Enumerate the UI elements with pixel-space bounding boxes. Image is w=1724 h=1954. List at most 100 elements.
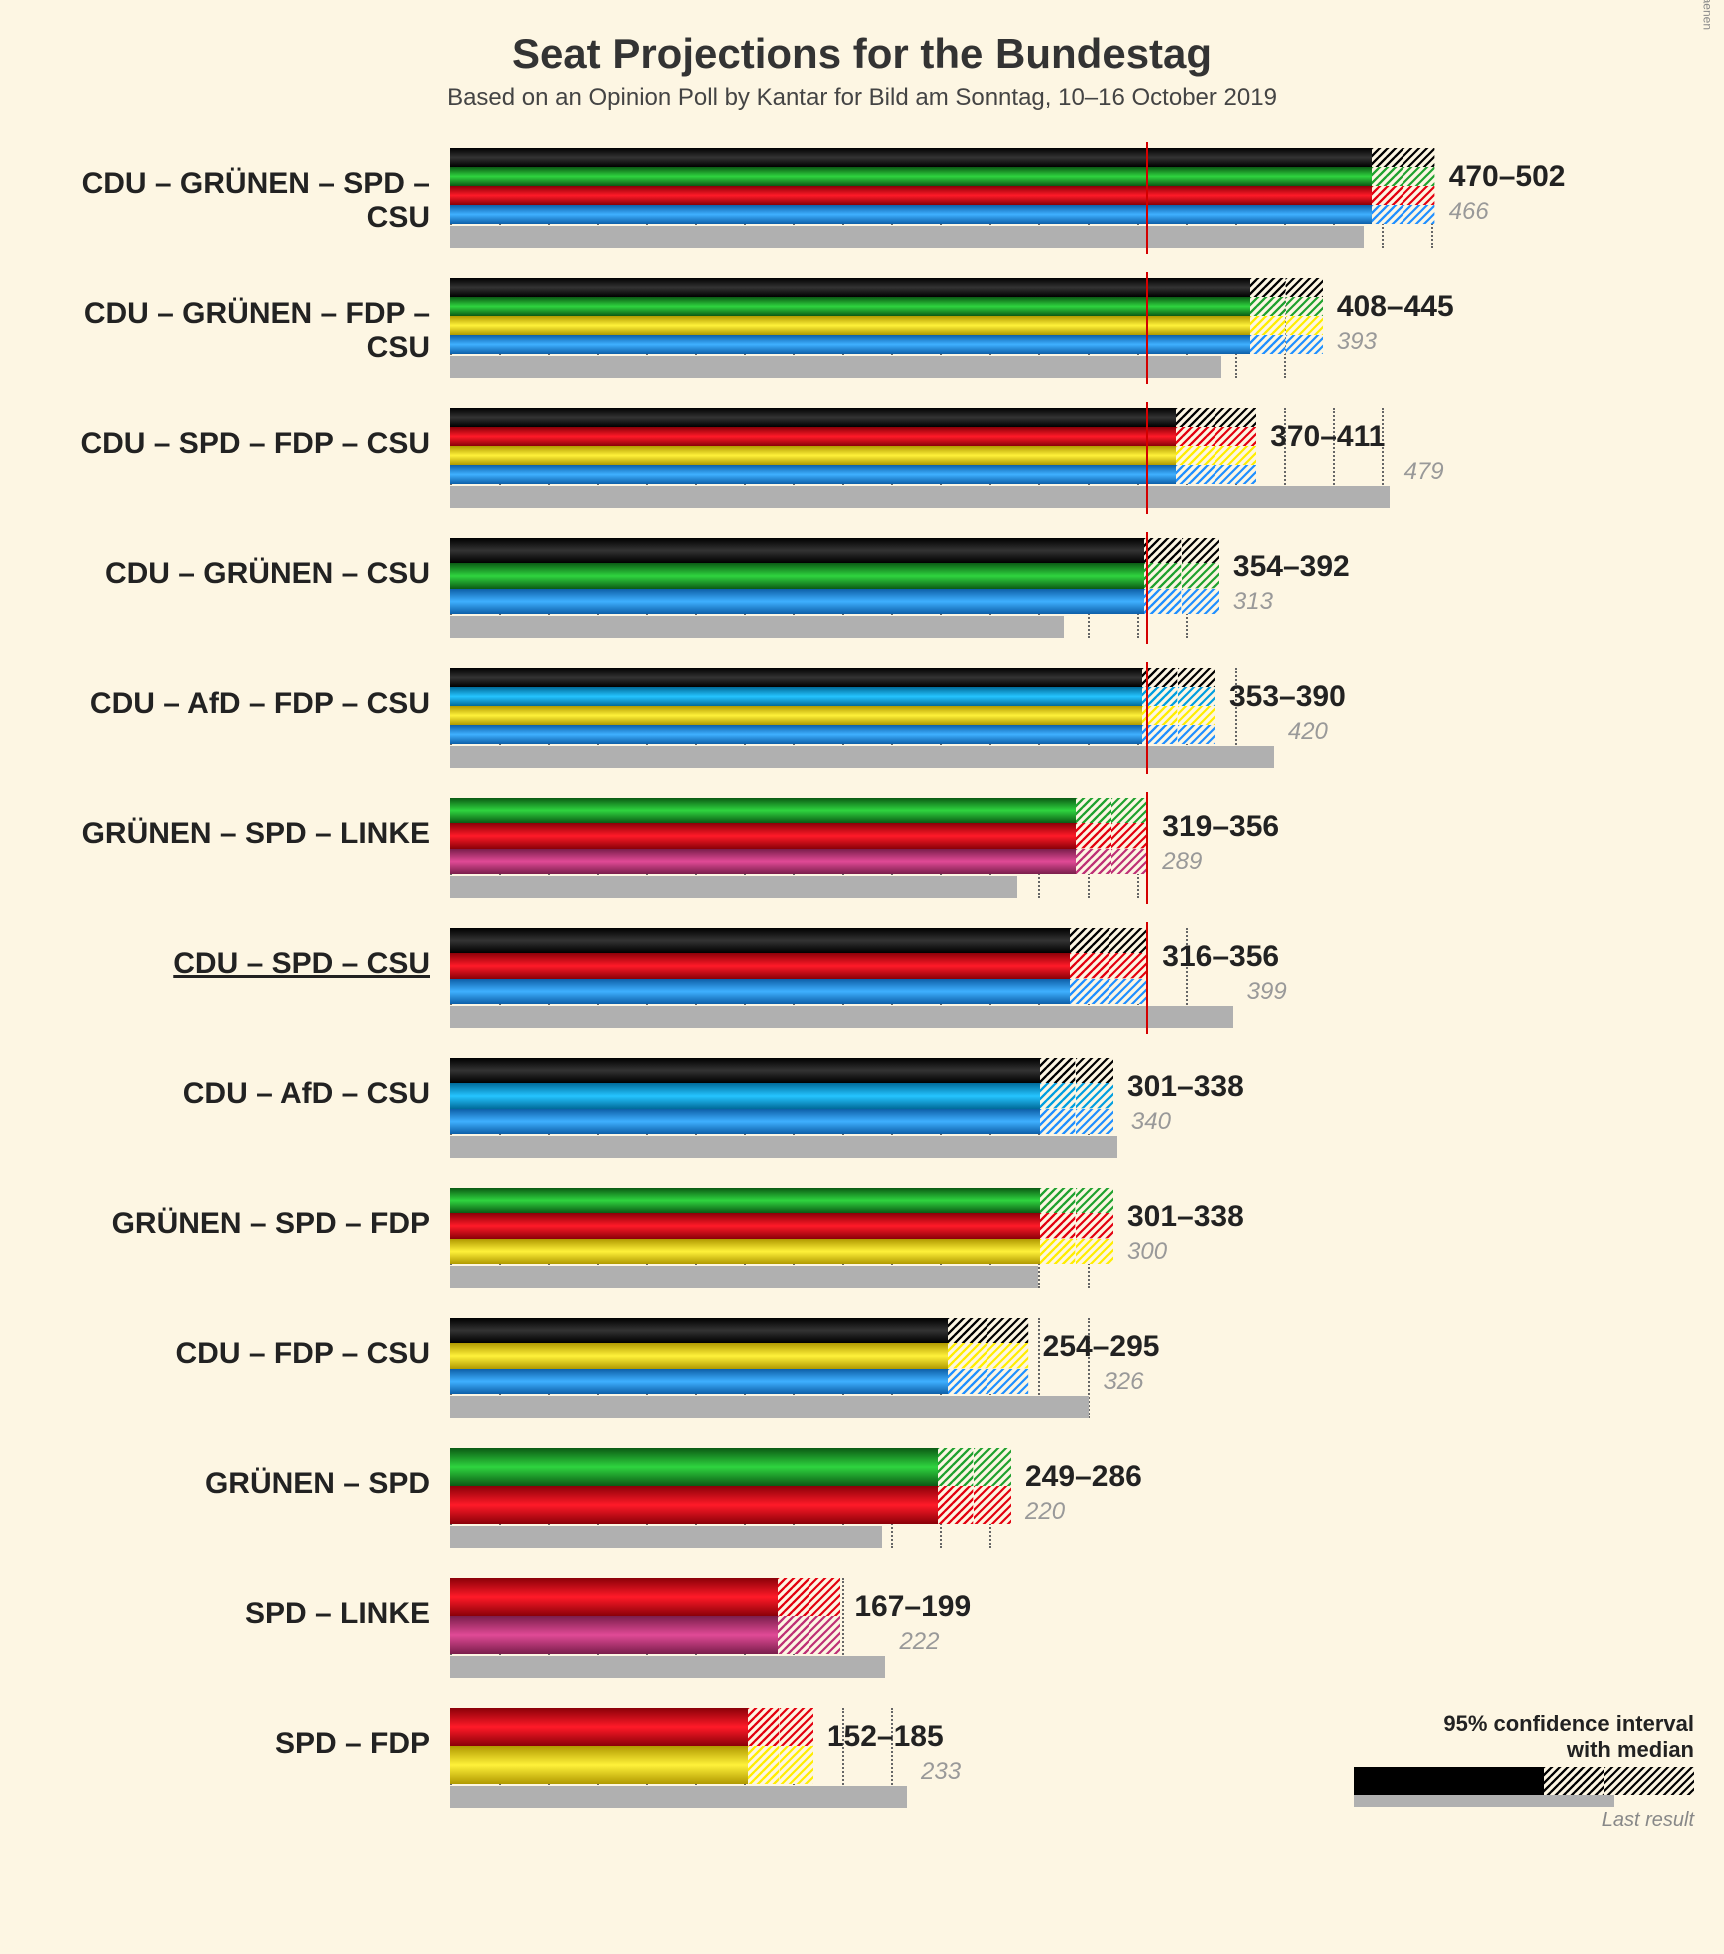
range-value: 319–356 — [1162, 810, 1279, 844]
majority-line — [1146, 792, 1148, 904]
last-result-value: 289 — [1162, 848, 1202, 876]
range-value: 301–338 — [1127, 1070, 1244, 1104]
bars-zone: 249–286220 — [450, 1442, 1470, 1572]
party-stripe-solid — [450, 446, 1176, 465]
bars-zone: 354–392 313 — [450, 532, 1470, 662]
majority-line — [1146, 272, 1148, 384]
last-result-bar — [450, 1266, 1038, 1288]
bars-zone: 353–390 420 — [450, 662, 1470, 792]
party-stripe-solid — [450, 563, 1144, 588]
coalition-row: CDU – GRÜNEN – CSU 354–3923 — [20, 532, 1704, 662]
bars-zone: 316–356 399 — [450, 922, 1470, 1052]
coalition-row: CDU – AfD – FDP – CSU — [20, 662, 1704, 792]
coalition-label: CDU – AfD – FDP – CSU — [20, 662, 450, 721]
range-value: 408–445 — [1337, 290, 1454, 324]
last-result-value: 393 — [1337, 328, 1377, 356]
range-value: 152–185 — [827, 1720, 944, 1754]
party-stripe-solid — [450, 849, 1076, 874]
party-stripe-solid — [450, 538, 1144, 563]
last-result-bar — [450, 356, 1221, 378]
majority-line — [1146, 142, 1148, 254]
party-stripe-solid — [450, 427, 1176, 446]
last-result-value: 340 — [1131, 1108, 1171, 1136]
party-stripe-solid — [450, 1486, 938, 1524]
bars-zone: 152–185 233 — [450, 1702, 1470, 1832]
party-stripe-solid — [450, 1188, 1040, 1213]
party-stripe-solid — [450, 979, 1070, 1004]
copyright-text: © 2021 Filip van Laenen — [1700, 0, 1714, 30]
party-stripe-solid — [450, 278, 1250, 297]
party-stripe-solid — [450, 1578, 778, 1616]
coalition-label: CDU – GRÜNEN – SPD – CSU — [20, 142, 450, 235]
bars-zone: 470–502466 — [450, 142, 1470, 272]
party-stripe-solid — [450, 1109, 1040, 1134]
party-stripe-solid — [450, 928, 1070, 953]
seat-projection-chart: CDU – GRÜNEN – SPD – CSU — [20, 142, 1704, 1832]
party-stripe-solid — [450, 1058, 1040, 1083]
majority-line — [1146, 662, 1148, 774]
bars-zone: 254–295 326 — [450, 1312, 1470, 1442]
coalition-row: CDU – SPD – FDP – CSU — [20, 402, 1704, 532]
party-stripe-solid — [450, 316, 1250, 335]
last-result-value: 326 — [1103, 1368, 1143, 1396]
coalition-row: GRÜNEN – SPD – FDP 301–3383 — [20, 1182, 1704, 1312]
last-result-bar — [450, 486, 1390, 508]
party-stripe-solid — [450, 1083, 1040, 1108]
last-result-bar — [450, 1526, 882, 1548]
last-result-value: 222 — [899, 1628, 939, 1656]
party-stripe-solid — [450, 1239, 1040, 1264]
last-result-bar — [450, 1136, 1117, 1158]
party-stripe-solid — [450, 668, 1142, 687]
range-value: 354–392 — [1233, 550, 1350, 584]
party-stripe-solid — [450, 186, 1372, 205]
coalition-row: SPD – LINKE 167–199222 — [20, 1572, 1704, 1702]
party-stripe-solid — [450, 1213, 1040, 1238]
coalition-label: GRÜNEN – SPD — [20, 1442, 450, 1501]
range-value: 316–356 — [1162, 940, 1279, 974]
coalition-label: GRÜNEN – SPD – FDP — [20, 1182, 450, 1241]
party-stripe-solid — [450, 823, 1076, 848]
majority-line — [1146, 402, 1148, 514]
legend-bar — [1354, 1767, 1694, 1807]
legend-last-label: Last result — [1354, 1809, 1694, 1832]
bars-zone: 370–411 479 — [450, 402, 1470, 532]
party-stripe-solid — [450, 1448, 938, 1486]
last-result-value: 399 — [1247, 978, 1287, 1006]
last-result-bar — [450, 1656, 885, 1678]
range-value: 370–411 — [1270, 420, 1385, 454]
range-value: 249–286 — [1025, 1460, 1142, 1494]
coalition-row: CDU – FDP – CSU 254–295 326 — [20, 1312, 1704, 1442]
last-result-value: 313 — [1233, 588, 1273, 616]
party-stripe-solid — [450, 953, 1070, 978]
last-result-value: 479 — [1404, 458, 1444, 486]
majority-line — [1146, 922, 1148, 1034]
range-value: 353–390 — [1229, 680, 1346, 714]
party-stripe-solid — [450, 408, 1176, 427]
party-stripe-solid — [450, 1708, 748, 1746]
coalition-label: CDU – FDP – CSU — [20, 1312, 450, 1371]
last-result-value: 420 — [1288, 718, 1328, 746]
coalition-row: CDU – SPD – CSU 316–356399 — [20, 922, 1704, 1052]
coalition-row: CDU – GRÜNEN – SPD – CSU — [20, 142, 1704, 272]
party-stripe-solid — [450, 798, 1076, 823]
chart-subtitle: Based on an Opinion Poll by Kantar for B… — [20, 84, 1704, 112]
last-result-bar — [450, 226, 1364, 248]
last-result-value: 300 — [1127, 1238, 1167, 1266]
legend-ci-label-1: 95% confidence interval — [1354, 1711, 1694, 1737]
last-result-bar — [450, 1396, 1089, 1418]
legend: 95% confidence interval with median Last… — [1354, 1711, 1694, 1832]
range-value: 167–199 — [854, 1590, 971, 1624]
party-stripe-solid — [450, 335, 1250, 354]
party-stripe-solid — [450, 465, 1176, 484]
chart-title: Seat Projections for the Bundestag — [20, 30, 1704, 78]
range-value: 254–295 — [1043, 1330, 1160, 1364]
coalition-row: GRÜNEN – SPD – LINKE 319–35 — [20, 792, 1704, 922]
legend-ci-label-2: with median — [1354, 1737, 1694, 1763]
coalition-label: CDU – GRÜNEN – FDP – CSU — [20, 272, 450, 365]
coalition-label: CDU – AfD – CSU — [20, 1052, 450, 1111]
coalition-row: CDU – AfD – CSU 301–338 340 — [20, 1052, 1704, 1182]
last-result-value: 233 — [921, 1758, 961, 1786]
last-result-bar — [450, 1006, 1233, 1028]
party-stripe-solid — [450, 1343, 948, 1368]
last-result-value: 466 — [1449, 198, 1489, 226]
